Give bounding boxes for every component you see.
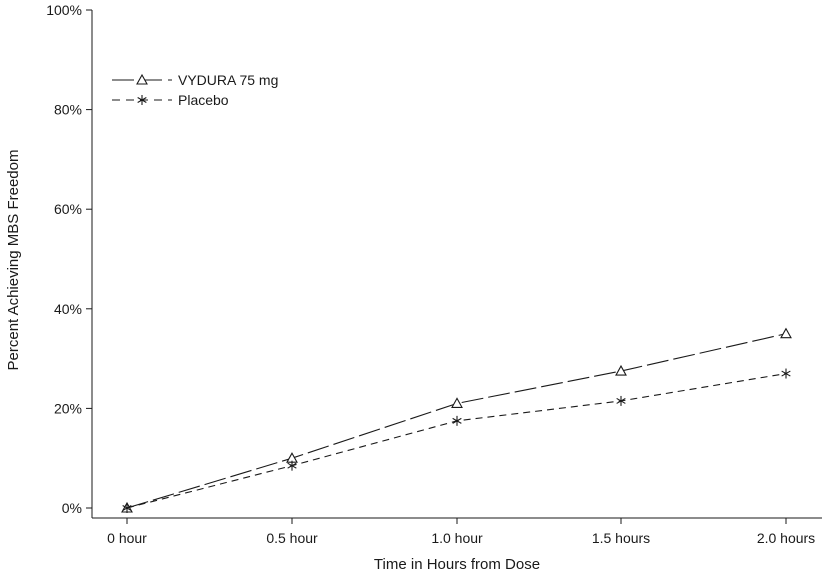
x-tick-label: 0 hour bbox=[107, 530, 147, 546]
y-tick-label: 20% bbox=[54, 400, 82, 416]
legend-item: Placebo bbox=[112, 92, 229, 108]
x-axis-title: Time in Hours from Dose bbox=[374, 556, 540, 573]
y-tick-label: 40% bbox=[54, 301, 82, 317]
x-tick-label: 1.0 hour bbox=[431, 530, 483, 546]
legend-item: VYDURA 75 mg bbox=[112, 72, 278, 88]
x-tick-label: 2.0 hours bbox=[757, 530, 815, 546]
asterisk-marker bbox=[122, 503, 132, 513]
legend-label: Placebo bbox=[178, 92, 229, 108]
series-placebo bbox=[122, 368, 791, 513]
x-axis-ticks: 0 hour 0.5 hour 1.0 hour 1.5 hours 2.0 hours bbox=[107, 518, 815, 546]
legend-triangle-icon bbox=[136, 73, 148, 85]
x-tick-label: 1.5 hours bbox=[592, 530, 650, 546]
x-tick-label: 0.5 hour bbox=[266, 530, 318, 546]
triangle-marker bbox=[780, 327, 792, 339]
y-tick-label: 100% bbox=[46, 2, 82, 18]
y-tick-label: 80% bbox=[54, 102, 82, 118]
asterisk-marker bbox=[616, 395, 626, 406]
y-axis-ticks: 0% 20% 40% 60% 80% 100% bbox=[46, 2, 92, 516]
legend: VYDURA 75 mg Placebo bbox=[112, 72, 278, 108]
asterisk-marker bbox=[781, 368, 791, 379]
series-line bbox=[126, 372, 787, 509]
y-tick-label: 0% bbox=[62, 500, 82, 516]
triangle-marker bbox=[451, 397, 463, 408]
plot-series bbox=[121, 327, 792, 513]
y-axis-title: Percent Achieving MBS Freedom bbox=[5, 150, 22, 371]
series-line bbox=[126, 333, 787, 509]
legend-label: VYDURA 75 mg bbox=[178, 72, 278, 88]
legend-asterisk-icon bbox=[137, 95, 147, 105]
y-tick-label: 60% bbox=[54, 201, 82, 217]
triangle-marker bbox=[615, 364, 627, 376]
asterisk-marker bbox=[452, 415, 462, 426]
asterisk-marker bbox=[287, 460, 297, 471]
